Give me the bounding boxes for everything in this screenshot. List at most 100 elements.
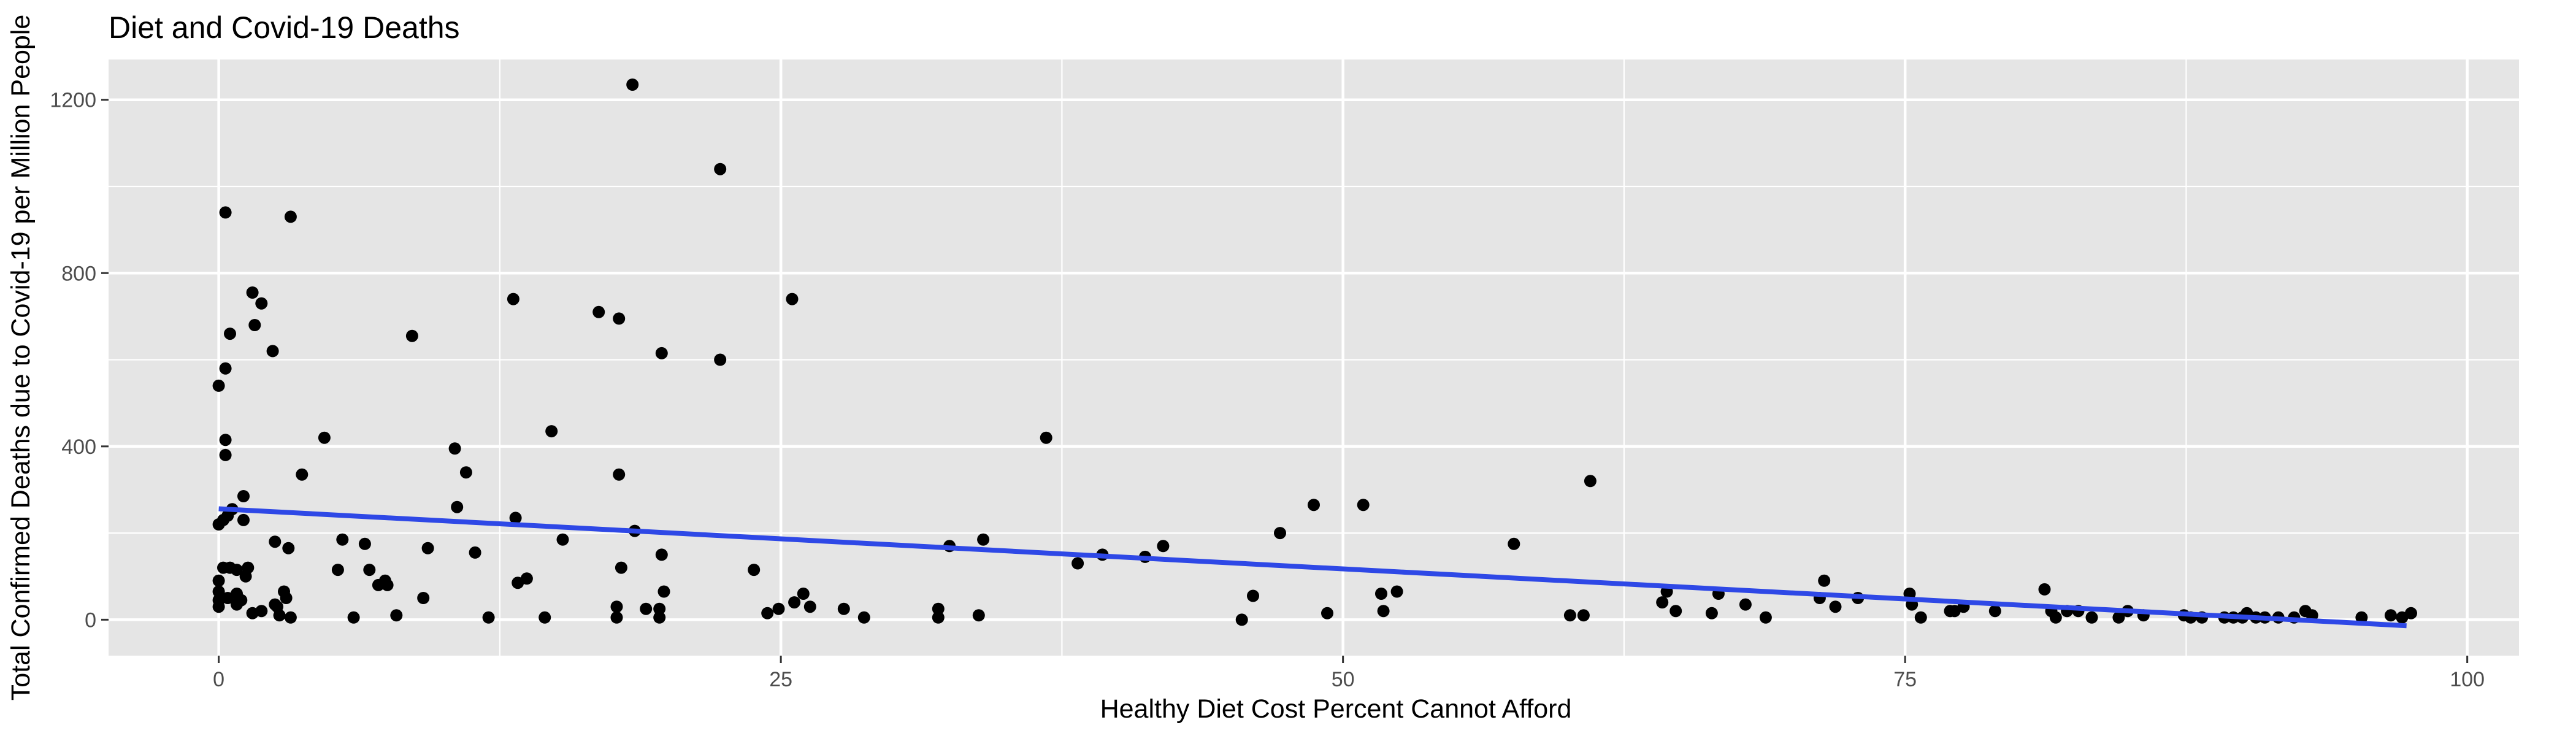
data-point [507,293,519,305]
data-point [714,353,727,366]
data-point [2049,611,2062,624]
data-point [219,362,232,375]
data-point [390,609,403,622]
y-axis: 0 400 800 1200 [50,89,109,632]
data-point [653,602,666,615]
data-point [626,79,639,91]
data-point [545,425,558,438]
data-point [613,468,626,481]
data-point [748,564,761,577]
data-point [405,329,418,342]
data-point [255,297,268,310]
data-point [1563,609,1576,622]
data-point [212,379,225,392]
data-point [284,210,297,223]
data-point [1584,475,1597,488]
data-point [1157,540,1170,553]
data-point [610,611,623,624]
data-point [1247,589,1259,602]
data-point [972,609,985,622]
y-tick-label: 1200 [50,89,96,112]
x-axis: 0 25 50 75 100 [213,656,2485,691]
data-point [2085,611,2098,624]
data-point [613,312,626,325]
data-point [657,585,670,598]
data-point [381,578,394,591]
data-point [212,574,225,587]
data-point [509,512,522,524]
data-point [1390,585,1403,598]
data-point [932,611,945,624]
chart-title: Diet and Covid-19 Deaths [109,10,460,45]
data-point [761,607,774,619]
data-point [653,611,666,624]
data-point [224,328,236,340]
y-tick-label: 0 [85,608,96,632]
data-point [1375,588,1387,600]
data-point [1669,605,1682,618]
data-point [1914,611,1927,624]
y-tick-label: 400 [61,435,96,459]
data-point [1040,431,1052,444]
data-point [539,611,551,624]
data-point [2385,609,2397,622]
data-point [655,548,668,561]
data-point [266,345,279,358]
data-point [1235,613,1248,626]
data-point [469,546,481,559]
x-tick-label: 25 [769,668,792,691]
x-axis-label: Healthy Diet Cost Percent Cannot Afford [1100,694,1572,724]
data-point [296,468,309,481]
data-point [1308,499,1320,512]
data-point [932,602,945,615]
data-point [242,561,255,574]
data-point [219,448,232,461]
data-point [235,594,248,607]
data-point [255,605,268,618]
x-tick-label: 75 [1893,668,1917,691]
data-point [610,600,623,613]
data-point [556,533,569,546]
data-point [772,602,785,615]
data-point [212,585,225,598]
data-point [219,434,232,447]
x-tick-label: 0 [213,668,224,691]
data-point [237,490,250,502]
data-point [1739,598,1752,611]
data-point [1377,605,1390,618]
data-point [714,163,727,175]
data-point [1274,527,1286,540]
data-point [282,542,295,554]
data-point [318,431,331,444]
data-point [640,602,653,615]
data-point [482,611,495,624]
data-point [1321,607,1333,619]
data-point [1829,600,1842,613]
data-point [231,564,243,577]
data-point [358,537,371,550]
data-point [2038,583,2051,596]
data-point [448,442,461,455]
data-point [1988,605,2001,618]
data-point [2405,607,2417,619]
data-point [1508,537,1520,550]
data-point [615,561,627,574]
data-point [857,611,870,624]
data-point [1357,499,1370,512]
data-point [520,572,533,585]
data-point [336,533,349,546]
trend-line [218,506,2407,629]
data-point [2112,611,2125,624]
data-point [1577,609,1590,622]
y-axis-label: Total Confirmed Deaths due to Covid-19 p… [6,15,36,701]
data-point [212,600,225,613]
data-point [248,319,261,331]
x-tick-label: 100 [2450,668,2485,691]
x-tick-label: 50 [1332,668,1355,691]
data-point [977,533,990,546]
data-point [421,542,434,554]
data-point [655,347,668,359]
plot-panel [109,59,2519,656]
data-point [2355,611,2368,624]
